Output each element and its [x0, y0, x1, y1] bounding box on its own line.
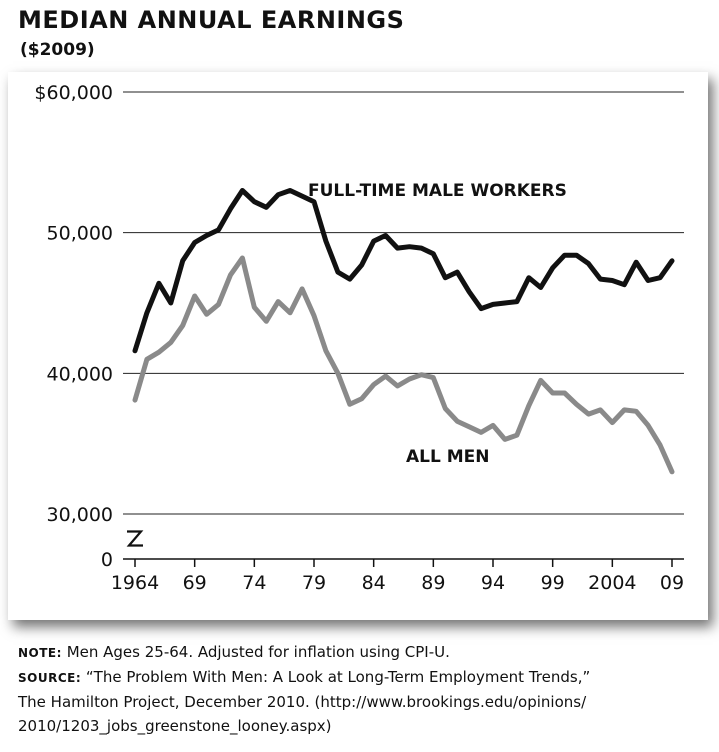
x-tick-label: 69	[183, 572, 207, 594]
y-tick-label: 40,000	[47, 363, 113, 385]
source-text-line-2: The Hamilton Project, December 2010. (ht…	[18, 693, 587, 711]
note-text: Men Ages 25-64. Adjusted for inflation u…	[61, 643, 450, 661]
chart-panel: $60,000 50,000 40,000 30,000 0 1964 69 74 79 84 89…	[8, 72, 708, 620]
source-line: SOURCE: “The Problem With Men: A Look at…	[18, 665, 708, 690]
x-tick-label: 74	[242, 572, 266, 594]
axis-break-icon	[126, 530, 144, 547]
series-label-all-men: ALL MEN	[406, 447, 490, 467]
x-tick-label: 09	[660, 572, 684, 594]
notes-block: NOTE: Men Ages 25-64. Adjusted for infla…	[18, 640, 708, 738]
source-text-line-1: “The Problem With Men: A Look at Long-Te…	[81, 668, 591, 686]
series-line	[132, 255, 675, 475]
source-label: SOURCE:	[18, 671, 82, 685]
chart-title: MEDIAN ANNUAL EARNINGS	[18, 6, 405, 34]
y-tick-label: 30,000	[47, 504, 113, 526]
note-label: NOTE:	[18, 646, 62, 660]
x-tick-label: 1964	[111, 572, 159, 594]
source-text-line-3: 2010/1203_jobs_greenstone_looney.aspx)	[18, 717, 332, 735]
note-line: NOTE: Men Ages 25-64. Adjusted for infla…	[18, 640, 708, 665]
x-tick-label: 84	[362, 572, 386, 594]
x-tick-label: 79	[302, 572, 326, 594]
x-tick-label: 99	[541, 572, 565, 594]
y-tick-label: 50,000	[47, 223, 113, 245]
x-tick-label: 94	[481, 572, 505, 594]
x-tick-label: 89	[421, 572, 445, 594]
x-tick-label: 2004	[588, 572, 636, 594]
series-line	[132, 188, 675, 354]
chart-subtitle: ($2009)	[20, 40, 95, 60]
y-tick-label: $60,000	[34, 82, 113, 104]
y-zero-label: 0	[101, 549, 113, 571]
series-label-full-time-male-workers: FULL-TIME MALE WORKERS	[308, 181, 567, 201]
